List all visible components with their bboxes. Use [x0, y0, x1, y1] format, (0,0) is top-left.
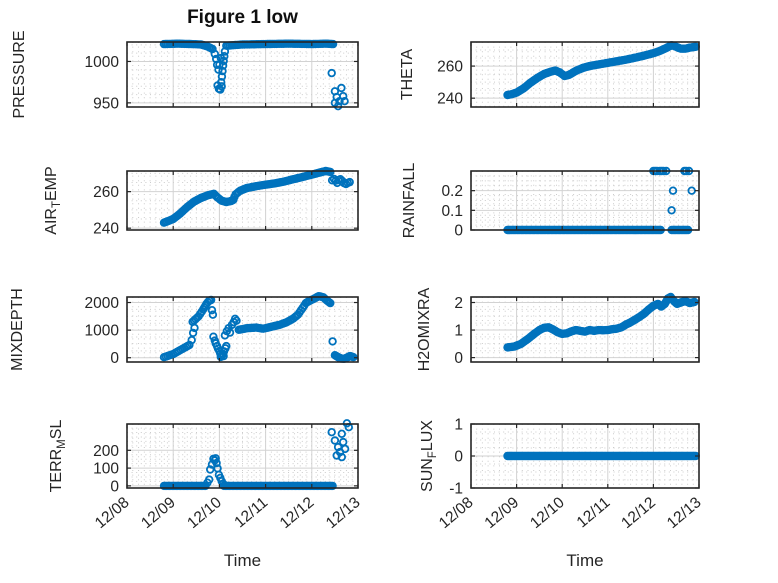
y-tick-label: 950 [93, 95, 119, 112]
tick-marks [126, 297, 359, 362]
y-tick-label: 200 [93, 443, 119, 460]
axes-frame [470, 41, 700, 108]
y-axis-label-terr-msl: TERRMSL [48, 420, 68, 493]
y-tick-label: 1 [454, 417, 463, 434]
tick-marks [470, 42, 700, 107]
y-tick-label: 0 [454, 223, 463, 240]
x-tick-label: 12/10 [527, 494, 568, 532]
x-tick-label: 12/12 [618, 494, 659, 532]
x-axis-title-left: Time [223, 551, 262, 570]
x-tick-label: 12/09 [482, 494, 523, 532]
subplot-rainfall: 0 0.1 0.2 RAINFALL [401, 163, 700, 240]
tick-marks [470, 423, 700, 489]
x-tick-label: 12/08 [436, 494, 477, 532]
tick-marks [126, 171, 359, 230]
axes-frame [470, 170, 700, 231]
axes-frame [126, 170, 359, 231]
y-tick-label: -1 [449, 481, 463, 498]
y-tick-label: 0.2 [441, 183, 463, 200]
y-tick-label: 0 [110, 350, 119, 367]
axes-frame [126, 41, 359, 108]
x-tick-label: 12/11 [574, 494, 614, 531]
series-terr_msl [159, 419, 353, 491]
minor-grid [127, 42, 358, 107]
y-tick-label: 0 [454, 350, 463, 367]
y-tick-label: 240 [93, 221, 119, 238]
x-tick-label: 12/08 [92, 494, 133, 532]
y-tick-label: 0 [454, 449, 463, 466]
series-sun_flux [503, 451, 700, 461]
tick-marks [470, 297, 700, 362]
subplot-mixdepth: 0 1000 2000 MIXDEPTH [9, 288, 359, 371]
x-tick-label: 12/13 [323, 494, 364, 532]
x-tick-label: 12/13 [664, 494, 705, 532]
subplot-air-temp: 240 260 AIRTEMP [43, 166, 359, 238]
series-pressure [159, 39, 349, 111]
y-axis-label-pressure: PRESSURE [11, 30, 28, 118]
x-tick-label: 12/11 [231, 494, 271, 531]
x-tick-label: 12/12 [277, 494, 318, 532]
tick-marks [470, 171, 700, 231]
figure-title: Figure 1 low [187, 7, 298, 28]
series-h2omixra [503, 292, 699, 352]
minor-grid [127, 424, 358, 488]
axes-frame [126, 296, 359, 363]
y-tick-label: 2000 [85, 295, 120, 312]
y-tick-label: 260 [437, 59, 463, 76]
subplot-pressure: 950 1000 PRESSURE [11, 30, 359, 119]
x-tick-label: 12/10 [184, 494, 225, 532]
series-air_temp [159, 166, 354, 227]
y-tick-label: 100 [93, 461, 119, 478]
y-axis-label-air-temp: AIRTEMP [43, 166, 63, 234]
series-rainfall [503, 166, 696, 235]
tick-marks [126, 42, 359, 107]
y-tick-label: 260 [93, 184, 119, 201]
subplot-theta: 240 260 THETA [399, 41, 700, 108]
y-axis-label-theta: THETA [399, 49, 416, 101]
y-tick-label: 0.1 [441, 203, 463, 220]
y-tick-label: 1000 [85, 323, 120, 340]
subplot-h2omixra: 0 1 2 H2OMIXRA [416, 287, 700, 371]
series-mixdepth [159, 292, 358, 363]
y-axis-label-h2omixra: H2OMIXRA [416, 287, 433, 371]
y-axis-label-rainfall: RAINFALL [401, 163, 418, 239]
y-axis-label-sun-flux: SUNFLUX [419, 420, 439, 492]
y-tick-label: 240 [437, 91, 463, 108]
series-theta [503, 41, 700, 100]
y-tick-label: 2 [454, 295, 463, 312]
tick-marks [126, 424, 359, 488]
x-tick-label: 12/09 [138, 494, 179, 532]
y-tick-label: 1000 [85, 54, 120, 71]
axes-frame [126, 423, 359, 489]
minor-grid [471, 42, 699, 107]
y-tick-label: 0 [110, 478, 119, 495]
y-tick-label: 1 [454, 323, 463, 340]
minor-grid [471, 171, 699, 230]
y-axis-label-mixdepth: MIXDEPTH [9, 288, 26, 371]
x-axis-title-right: Time [566, 551, 604, 570]
